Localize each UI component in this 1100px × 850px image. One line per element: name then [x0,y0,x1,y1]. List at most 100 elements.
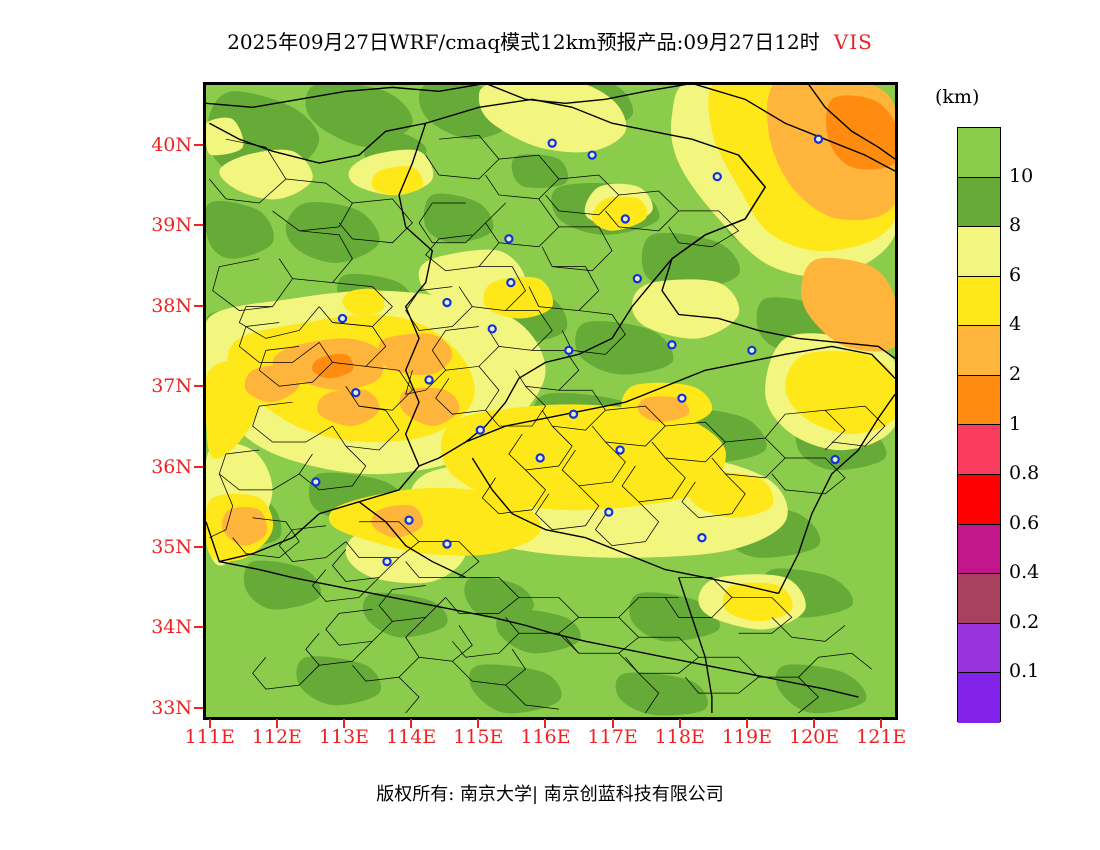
county-boundary [481,469,547,515]
county-boundary [488,310,553,351]
contour-patch-2-4km [801,257,895,352]
station-marker[interactable] [442,539,452,549]
x-axis-label: 115E [453,726,504,748]
x-axis-label: 118E [654,726,705,748]
x-axis-tick [275,719,278,728]
station-marker[interactable] [677,393,687,403]
county-boundary [332,549,400,582]
county-boundary [771,617,846,642]
station-marker[interactable] [615,445,625,455]
county-boundary [638,672,660,714]
y-axis-label: 33N [151,696,192,719]
colorbar-tick-label: 0.8 [1009,462,1040,485]
station-marker[interactable] [442,297,452,308]
station-marker[interactable] [506,277,516,288]
y-axis-label: 38N [151,294,192,317]
y-axis-tick [194,465,203,468]
station-marker[interactable] [620,214,631,224]
station-marker[interactable] [587,150,597,160]
station-marker[interactable] [547,138,557,148]
station-marker[interactable] [712,171,722,182]
title-text: 2025年09月27日WRF/cmaq模式12km预报产品:09月27日12时 [227,30,820,54]
county-boundary [535,485,600,531]
contour-patch-2-4km [221,507,267,546]
station-marker[interactable] [747,345,757,356]
county-boundary [398,676,420,714]
province-boundary [206,85,481,108]
station-marker[interactable] [632,274,643,284]
county-boundary [591,405,666,447]
x-axis-tick [477,719,480,728]
contour-patch-8-10km [296,656,382,706]
station-marker[interactable] [475,425,485,435]
y-axis-label: 37N [151,375,192,398]
station-marker[interactable] [564,345,574,356]
county-boundary [298,445,367,491]
contour-patch-2-4km [317,389,380,427]
county-boundary [425,234,500,272]
station-marker[interactable] [830,454,840,465]
x-axis-tick [880,719,883,728]
county-boundary [431,326,500,371]
x-axis-label: 113E [318,726,370,748]
station-marker[interactable] [424,375,434,385]
map-plot-area[interactable] [203,82,898,720]
contour-patch-4-6km [440,404,726,511]
station-marker[interactable] [697,533,707,543]
county-boundary [378,585,446,622]
y-axis-label: 36N [151,455,192,478]
county-boundary [558,633,580,654]
x-axis-label: 112E [251,726,302,748]
county-boundary [452,633,520,658]
county-boundary [825,405,886,447]
colorbar-band [958,177,1000,228]
colorbar-tick-label: 0.2 [1009,610,1040,633]
colorbar-band [958,227,1000,277]
contour-patch-8-10km [243,560,322,610]
station-marker[interactable] [351,388,361,398]
x-axis-label: 120E [788,726,840,748]
x-axis-label: 121E [856,726,907,748]
station-marker[interactable] [813,134,824,144]
county-boundary [505,597,580,634]
province-boundary [206,122,434,563]
station-marker[interactable] [667,340,677,350]
station-marker[interactable] [311,477,321,487]
station-marker[interactable] [487,324,497,334]
x-axis-tick [544,719,547,728]
contour-patch-8-10km [285,202,380,263]
county-boundary [252,401,333,443]
station-marker[interactable] [604,507,614,517]
county-boundary [681,473,746,519]
x-axis-tick [208,719,211,728]
colorbar-tick-label: 1 [1009,412,1022,435]
contour-patch-8-10km [511,154,568,188]
y-axis-label: 35N [151,536,192,559]
contour-patch-6-8km [631,279,740,339]
contour-patch-2-4km [378,333,453,376]
station-marker[interactable] [382,556,392,567]
province-boundary [465,345,895,443]
colorbar-tick-label: 8 [1009,214,1022,237]
station-marker[interactable] [568,409,579,419]
colorbar[interactable] [957,127,1001,723]
colorbar-tick-label: 0.6 [1009,511,1040,534]
y-axis-label: 39N [151,214,192,237]
colorbar-band [958,375,1000,426]
y-axis-tick [194,143,203,146]
county-boundary [594,501,660,547]
station-marker[interactable] [535,453,545,463]
county-boundary [405,541,480,578]
station-marker[interactable] [504,234,514,244]
y-axis-tick [194,224,203,227]
station-marker[interactable] [337,313,348,324]
contour-patch-8-10km [629,592,720,642]
station-marker[interactable] [404,515,414,525]
colorbar-tick-label: 6 [1009,263,1022,286]
county-boundary [345,521,420,558]
contour-patch-8-10km [615,672,708,716]
x-axis-label: 119E [721,726,772,748]
county-boundary [278,525,347,562]
county-boundary [238,306,320,339]
